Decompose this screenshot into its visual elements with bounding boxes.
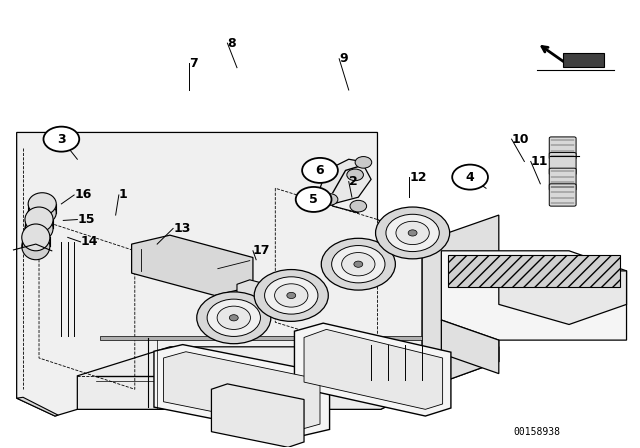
Polygon shape (77, 347, 499, 409)
Text: 14: 14 (81, 235, 98, 248)
Circle shape (254, 270, 328, 321)
Circle shape (207, 299, 260, 336)
Circle shape (229, 314, 238, 321)
FancyBboxPatch shape (549, 137, 576, 159)
Circle shape (196, 292, 271, 344)
FancyBboxPatch shape (563, 52, 604, 67)
Circle shape (44, 127, 79, 152)
Text: 00158938: 00158938 (514, 427, 561, 438)
Text: 15: 15 (77, 213, 95, 226)
Polygon shape (442, 320, 499, 374)
Text: 12: 12 (410, 171, 427, 184)
Polygon shape (304, 329, 443, 409)
Text: 13: 13 (173, 222, 191, 235)
FancyBboxPatch shape (549, 152, 576, 175)
Ellipse shape (22, 233, 50, 260)
Polygon shape (320, 159, 371, 204)
Text: 11: 11 (531, 155, 548, 168)
Text: 5: 5 (309, 193, 318, 206)
Circle shape (408, 230, 417, 236)
Text: 1: 1 (119, 189, 127, 202)
Circle shape (302, 158, 338, 183)
Polygon shape (100, 336, 422, 340)
Circle shape (354, 261, 363, 267)
Circle shape (347, 169, 364, 181)
Circle shape (321, 238, 396, 290)
FancyBboxPatch shape (549, 184, 576, 206)
Polygon shape (442, 251, 627, 340)
Circle shape (332, 246, 385, 283)
Circle shape (452, 164, 488, 190)
Text: 8: 8 (227, 37, 236, 50)
Ellipse shape (25, 207, 53, 232)
Text: 3: 3 (57, 133, 66, 146)
Ellipse shape (25, 216, 53, 241)
Circle shape (287, 293, 296, 298)
Text: 17: 17 (253, 244, 271, 257)
Circle shape (275, 284, 308, 307)
Polygon shape (422, 215, 499, 389)
Circle shape (355, 156, 372, 168)
Text: 2: 2 (349, 175, 358, 188)
Text: 16: 16 (74, 189, 92, 202)
Polygon shape (164, 352, 320, 430)
Text: 6: 6 (316, 164, 324, 177)
Polygon shape (448, 255, 620, 287)
Circle shape (376, 207, 450, 259)
Circle shape (396, 221, 429, 245)
Circle shape (386, 214, 439, 252)
Ellipse shape (28, 193, 56, 215)
Circle shape (264, 277, 318, 314)
Polygon shape (132, 235, 253, 296)
Polygon shape (237, 280, 275, 309)
Polygon shape (211, 384, 304, 447)
Circle shape (321, 194, 338, 205)
Circle shape (342, 253, 375, 276)
Text: 10: 10 (511, 133, 529, 146)
Polygon shape (294, 323, 451, 416)
Polygon shape (499, 271, 627, 324)
Text: 7: 7 (189, 57, 198, 70)
Polygon shape (17, 397, 58, 416)
Polygon shape (17, 133, 422, 416)
Ellipse shape (28, 202, 56, 224)
Text: 4: 4 (466, 171, 474, 184)
Text: 9: 9 (339, 52, 348, 65)
Ellipse shape (22, 224, 50, 251)
Circle shape (350, 200, 367, 212)
Polygon shape (154, 345, 330, 436)
FancyBboxPatch shape (549, 168, 576, 190)
Circle shape (296, 187, 332, 212)
Circle shape (217, 306, 250, 329)
